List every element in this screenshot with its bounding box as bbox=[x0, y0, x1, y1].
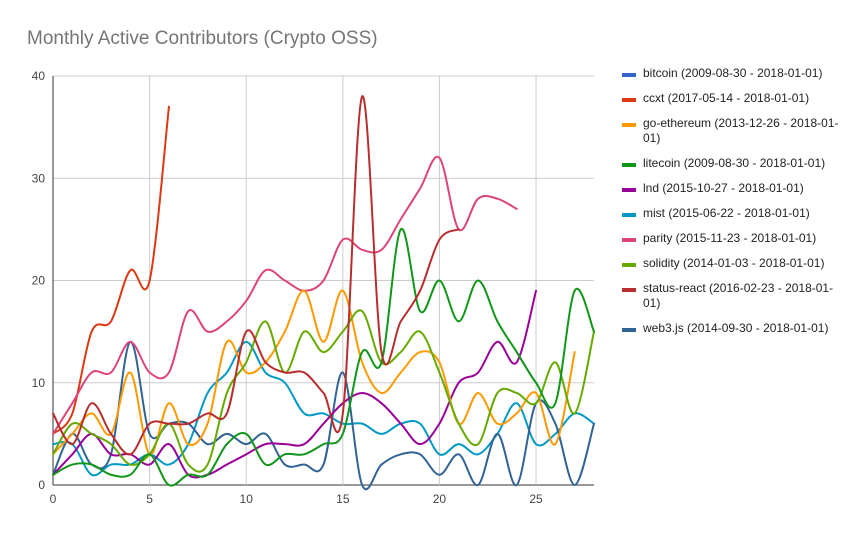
legend-item[interactable]: bitcoin (2009-08-30 - 2018-01-01) bbox=[622, 66, 843, 81]
legend-label: litecoin (2009-08-30 - 2018-01-01) bbox=[643, 156, 826, 170]
y-tick-label: 0 bbox=[38, 478, 45, 492]
legend-label: solidity (2014-01-03 - 2018-01-01) bbox=[643, 256, 825, 270]
series-lines bbox=[52, 95, 595, 490]
legend-item[interactable]: litecoin (2009-08-30 - 2018-01-01) bbox=[622, 156, 843, 171]
axes: 0 10 20 30 40 0 5 10 15 20 25 bbox=[32, 69, 543, 506]
legend-label: ccxt (2017-05-14 - 2018-01-01) bbox=[643, 91, 810, 105]
x-tick-label: 15 bbox=[336, 492, 350, 506]
legend-swatch bbox=[622, 328, 636, 332]
legend-swatch bbox=[622, 263, 636, 267]
series-line-8 bbox=[52, 95, 460, 456]
legend-label: status-react (2016-02-23 - 2018-01-01) bbox=[643, 281, 834, 310]
series-line-6 bbox=[52, 155, 518, 435]
legend-item[interactable]: lnd (2015-10-27 - 2018-01-01) bbox=[622, 181, 843, 196]
legend-swatch bbox=[622, 98, 636, 102]
legend-label: lnd (2015-10-27 - 2018-01-01) bbox=[643, 181, 804, 195]
y-tick-label: 20 bbox=[32, 274, 46, 288]
legend-item[interactable]: ccxt (2017-05-14 - 2018-01-01) bbox=[622, 91, 843, 106]
legend-item[interactable]: solidity (2014-01-03 - 2018-01-01) bbox=[622, 256, 843, 271]
legend-swatch bbox=[622, 213, 636, 217]
legend-item[interactable]: mist (2015-06-22 - 2018-01-01) bbox=[622, 206, 843, 221]
legend-item[interactable]: web3.js (2014-09-30 - 2018-01-01) bbox=[622, 321, 843, 336]
legend-item[interactable]: parity (2015-11-23 - 2018-01-01) bbox=[622, 231, 843, 246]
series-line-7 bbox=[52, 309, 595, 473]
series-line-3 bbox=[52, 228, 595, 487]
legend-label: web3.js (2014-09-30 - 2018-01-01) bbox=[643, 321, 829, 335]
y-tick-label: 40 bbox=[32, 69, 46, 83]
legend-label: go-ethereum (2013-12-26 - 2018-01-01) bbox=[643, 116, 839, 145]
x-tick-label: 25 bbox=[529, 492, 543, 506]
legend-label: parity (2015-11-23 - 2018-01-01) bbox=[643, 231, 817, 245]
series-line-2 bbox=[52, 289, 576, 456]
legend-item[interactable]: go-ethereum (2013-12-26 - 2018-01-01) bbox=[622, 116, 843, 146]
legend-swatch bbox=[622, 288, 636, 292]
x-tick-label: 0 bbox=[50, 492, 57, 506]
x-tick-label: 5 bbox=[146, 492, 153, 506]
legend-label: mist (2015-06-22 - 2018-01-01) bbox=[643, 206, 810, 220]
legend-swatch bbox=[622, 238, 636, 242]
x-tick-label: 20 bbox=[433, 492, 447, 506]
legend-swatch bbox=[622, 188, 636, 192]
y-tick-label: 30 bbox=[32, 171, 46, 185]
legend-swatch bbox=[622, 73, 636, 77]
series-line-1 bbox=[52, 105, 170, 435]
legend-swatch bbox=[622, 163, 636, 167]
legend-swatch bbox=[622, 123, 636, 127]
x-tick-label: 10 bbox=[240, 492, 254, 506]
y-tick-label: 10 bbox=[32, 376, 46, 390]
series-line-4 bbox=[52, 289, 538, 479]
series-line-9 bbox=[52, 340, 595, 490]
legend-item[interactable]: status-react (2016-02-23 - 2018-01-01) bbox=[622, 281, 843, 311]
chart-title: Monthly Active Contributors (Crypto OSS) bbox=[27, 28, 378, 49]
legend-label: bitcoin (2009-08-30 - 2018-01-01) bbox=[643, 66, 823, 80]
